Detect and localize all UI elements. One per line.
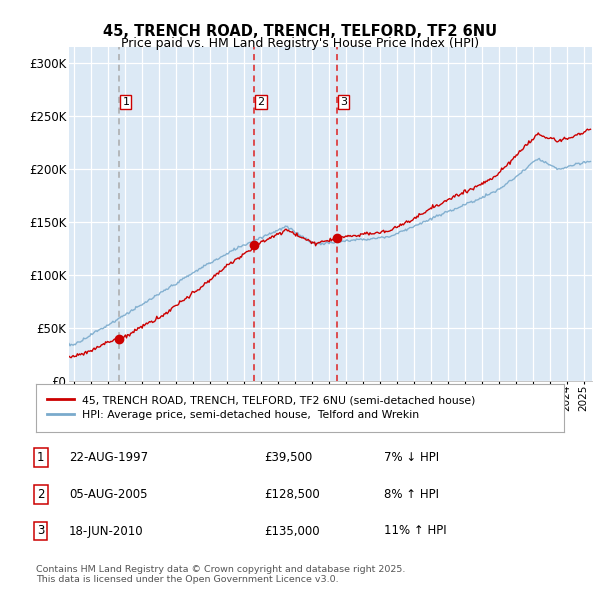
Legend: 45, TRENCH ROAD, TRENCH, TELFORD, TF2 6NU (semi-detached house), HPI: Average pr: 45, TRENCH ROAD, TRENCH, TELFORD, TF2 6N… (47, 395, 476, 420)
Text: 8% ↑ HPI: 8% ↑ HPI (384, 488, 439, 501)
Text: 1: 1 (37, 451, 44, 464)
Text: Contains HM Land Registry data © Crown copyright and database right 2025.
This d: Contains HM Land Registry data © Crown c… (36, 565, 406, 584)
Text: 1: 1 (122, 97, 130, 107)
Text: 18-JUN-2010: 18-JUN-2010 (69, 525, 143, 537)
Text: £39,500: £39,500 (264, 451, 312, 464)
Text: 2: 2 (37, 488, 44, 501)
Text: 05-AUG-2005: 05-AUG-2005 (69, 488, 148, 501)
Text: Price paid vs. HM Land Registry's House Price Index (HPI): Price paid vs. HM Land Registry's House … (121, 37, 479, 50)
Text: 11% ↑ HPI: 11% ↑ HPI (384, 525, 446, 537)
Text: 3: 3 (340, 97, 347, 107)
Text: 45, TRENCH ROAD, TRENCH, TELFORD, TF2 6NU: 45, TRENCH ROAD, TRENCH, TELFORD, TF2 6N… (103, 24, 497, 38)
Text: 22-AUG-1997: 22-AUG-1997 (69, 451, 148, 464)
Text: £135,000: £135,000 (264, 525, 320, 537)
Text: 2: 2 (257, 97, 265, 107)
Text: 7% ↓ HPI: 7% ↓ HPI (384, 451, 439, 464)
Text: 3: 3 (37, 525, 44, 537)
Text: £128,500: £128,500 (264, 488, 320, 501)
